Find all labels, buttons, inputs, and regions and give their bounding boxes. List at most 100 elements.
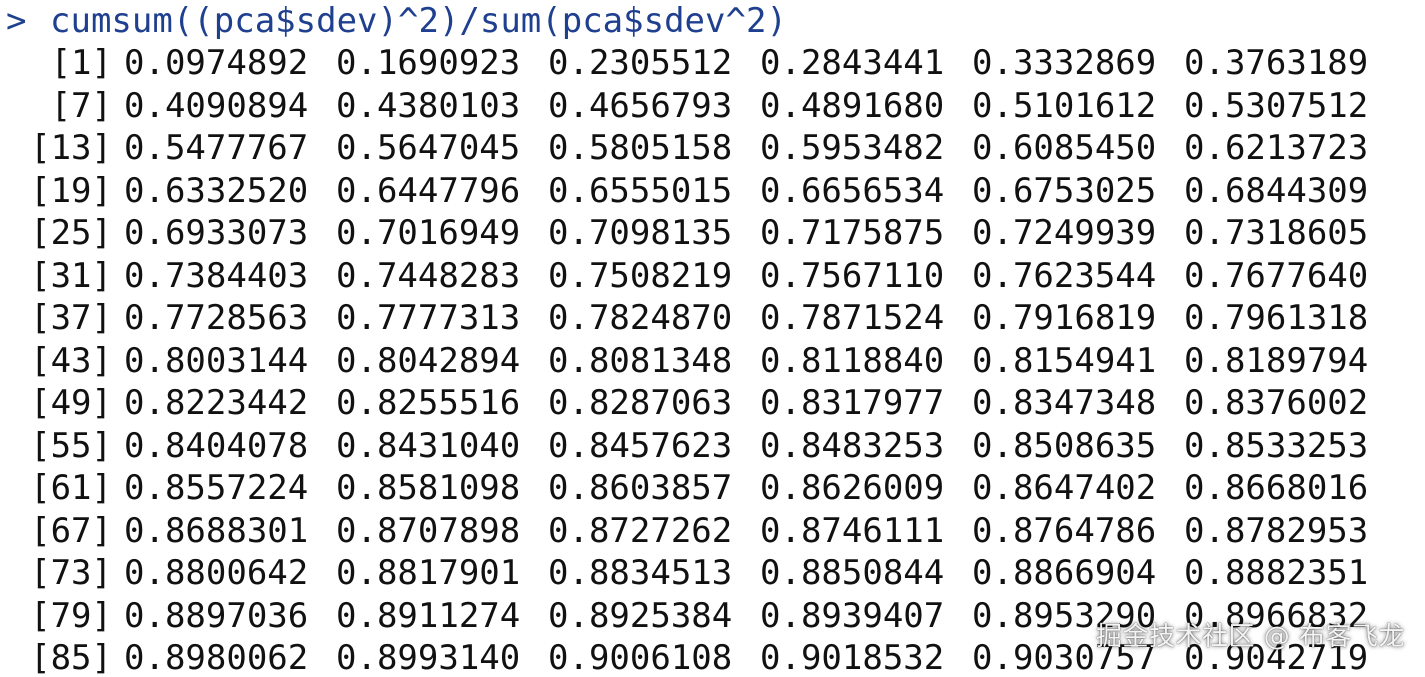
row-index: [31] bbox=[30, 255, 112, 296]
row-value: 0.8081348 bbox=[548, 340, 733, 381]
row-value: 0.7824870 bbox=[548, 298, 733, 338]
row-value: 0.7623544 bbox=[972, 255, 1157, 296]
row-value: 0.4891680 bbox=[760, 85, 945, 126]
row-value: 0.8707898 bbox=[336, 510, 521, 551]
row-index: [37] bbox=[30, 298, 112, 338]
row-value: 0.7384403 bbox=[124, 255, 309, 296]
row-value: 0.4380103 bbox=[336, 85, 521, 126]
row-value: 0.8953290 bbox=[972, 595, 1157, 636]
row-value: 0.8223442 bbox=[124, 383, 309, 423]
row-value: 0.7098135 bbox=[548, 213, 733, 253]
row-value: 0.5647045 bbox=[336, 128, 521, 168]
row-value: 0.8603857 bbox=[548, 468, 733, 508]
output-row: [25] 0.6933073 0.7016949 0.7098135 0.7175875… bbox=[0, 212, 1425, 255]
row-value: 0.6213723 bbox=[1184, 128, 1369, 168]
row-value: 0.8782953 bbox=[1184, 510, 1369, 551]
row-value: 0.6085450 bbox=[972, 128, 1157, 168]
row-value: 0.8255516 bbox=[336, 383, 521, 423]
row-index: [55] bbox=[30, 425, 112, 466]
output-row: [7] 0.4090894 0.4380103 0.4656793 0.4891680 0… bbox=[0, 85, 1425, 128]
row-index: [49] bbox=[30, 383, 112, 423]
row-value: 0.8800642 bbox=[124, 553, 309, 593]
row-value: 0.8483253 bbox=[760, 425, 945, 466]
row-value: 0.8966832 bbox=[1184, 595, 1369, 636]
row-value: 0.6447796 bbox=[336, 170, 521, 211]
row-value: 0.7448283 bbox=[336, 255, 521, 296]
row-value: 0.5477767 bbox=[124, 128, 309, 168]
row-value: 0.6656534 bbox=[760, 170, 945, 211]
row-index: [25] bbox=[30, 213, 112, 253]
row-value: 0.8925384 bbox=[548, 595, 733, 636]
row-value: 0.8727262 bbox=[548, 510, 733, 551]
row-index: [13] bbox=[30, 128, 112, 168]
row-value: 0.8457623 bbox=[548, 425, 733, 466]
command-line: > cumsum((pca$sdev)^2)/sum(pca$sdev^2) bbox=[6, 0, 787, 43]
row-value: 0.8118840 bbox=[760, 340, 945, 381]
output-row: [67] 0.8688301 0.8707898 0.8727262 0.8746111… bbox=[0, 510, 1425, 553]
row-value: 0.8003144 bbox=[124, 340, 309, 381]
row-value: 0.8850844 bbox=[760, 553, 945, 593]
row-value: 0.6753025 bbox=[972, 170, 1157, 211]
row-value: 0.8897036 bbox=[124, 595, 309, 636]
output-row: [49] 0.8223442 0.8255516 0.8287063 0.8317977… bbox=[0, 382, 1425, 425]
row-value: 0.8939407 bbox=[760, 595, 945, 636]
row-value: 0.7677640 bbox=[1184, 255, 1369, 296]
output-row: [55] 0.8404078 0.8431040 0.8457623 0.8483253… bbox=[0, 425, 1425, 468]
console-command: cumsum((pca$sdev)^2)/sum(pca$sdev^2) bbox=[50, 1, 787, 41]
row-value: 0.8688301 bbox=[124, 510, 309, 551]
row-value: 0.2843441 bbox=[760, 43, 945, 83]
row-value: 0.5307512 bbox=[1184, 85, 1369, 126]
row-value: 0.8980062 bbox=[124, 638, 309, 677]
row-value: 0.5953482 bbox=[760, 128, 945, 168]
output-row: [79] 0.8897036 0.8911274 0.8925384 0.8939407… bbox=[0, 595, 1425, 638]
row-value: 0.8866904 bbox=[972, 553, 1157, 593]
row-value: 0.8287063 bbox=[548, 383, 733, 423]
row-value: 0.8581098 bbox=[336, 468, 521, 508]
row-value: 0.7916819 bbox=[972, 298, 1157, 338]
row-value: 0.6844309 bbox=[1184, 170, 1369, 211]
row-value: 0.7175875 bbox=[760, 213, 945, 253]
row-value: 0.7567110 bbox=[760, 255, 945, 296]
row-value: 0.7871524 bbox=[760, 298, 945, 338]
row-index: [7] bbox=[50, 85, 112, 126]
output-row: [31] 0.7384403 0.7448283 0.7508219 0.7567110… bbox=[0, 255, 1425, 298]
console-output: [1] 0.0974892 0.1690923 0.2305512 0.2843441 0… bbox=[0, 42, 1425, 677]
console-prompt: > bbox=[6, 1, 27, 41]
row-value: 0.7016949 bbox=[336, 213, 521, 253]
output-row: [1] 0.0974892 0.1690923 0.2305512 0.2843441 0… bbox=[0, 42, 1425, 85]
row-index: [43] bbox=[30, 340, 112, 381]
row-value: 0.8626009 bbox=[760, 468, 945, 508]
row-value: 0.7508219 bbox=[548, 255, 733, 296]
row-value: 0.7961318 bbox=[1184, 298, 1369, 338]
row-index: [67] bbox=[30, 510, 112, 551]
output-row: [13] 0.5477767 0.5647045 0.5805158 0.5953482… bbox=[0, 127, 1425, 170]
row-index: [61] bbox=[30, 468, 112, 508]
row-value: 0.9042719 bbox=[1184, 638, 1369, 677]
row-index: [73] bbox=[30, 553, 112, 593]
row-value: 0.9018532 bbox=[760, 638, 945, 677]
row-value: 0.0974892 bbox=[124, 43, 309, 83]
row-index: [85] bbox=[30, 638, 112, 677]
row-value: 0.8764786 bbox=[972, 510, 1157, 551]
watermark: 掘金技术社区 @ 布客飞龙 bbox=[1095, 622, 1405, 652]
row-value: 0.2305512 bbox=[548, 43, 733, 83]
row-value: 0.5101612 bbox=[972, 85, 1157, 126]
row-value: 0.5805158 bbox=[548, 128, 733, 168]
row-value: 0.7728563 bbox=[124, 298, 309, 338]
row-value: 0.9030757 bbox=[972, 638, 1157, 677]
output-row: [19] 0.6332520 0.6447796 0.6555015 0.6656534… bbox=[0, 170, 1425, 213]
row-value: 0.7249939 bbox=[972, 213, 1157, 253]
row-value: 0.8993140 bbox=[336, 638, 521, 677]
row-value: 0.8817901 bbox=[336, 553, 521, 593]
row-index: [1] bbox=[50, 43, 112, 83]
output-row: [37] 0.7728563 0.7777313 0.7824870 0.7871524… bbox=[0, 297, 1425, 340]
row-value: 0.8347348 bbox=[972, 383, 1157, 423]
row-value: 0.6555015 bbox=[548, 170, 733, 211]
row-value: 0.3763189 bbox=[1184, 43, 1369, 83]
row-value: 0.7777313 bbox=[336, 298, 521, 338]
row-value: 0.4656793 bbox=[548, 85, 733, 126]
row-value: 0.6933073 bbox=[124, 213, 309, 253]
row-index: [79] bbox=[30, 595, 112, 636]
row-value: 0.8647402 bbox=[972, 468, 1157, 508]
